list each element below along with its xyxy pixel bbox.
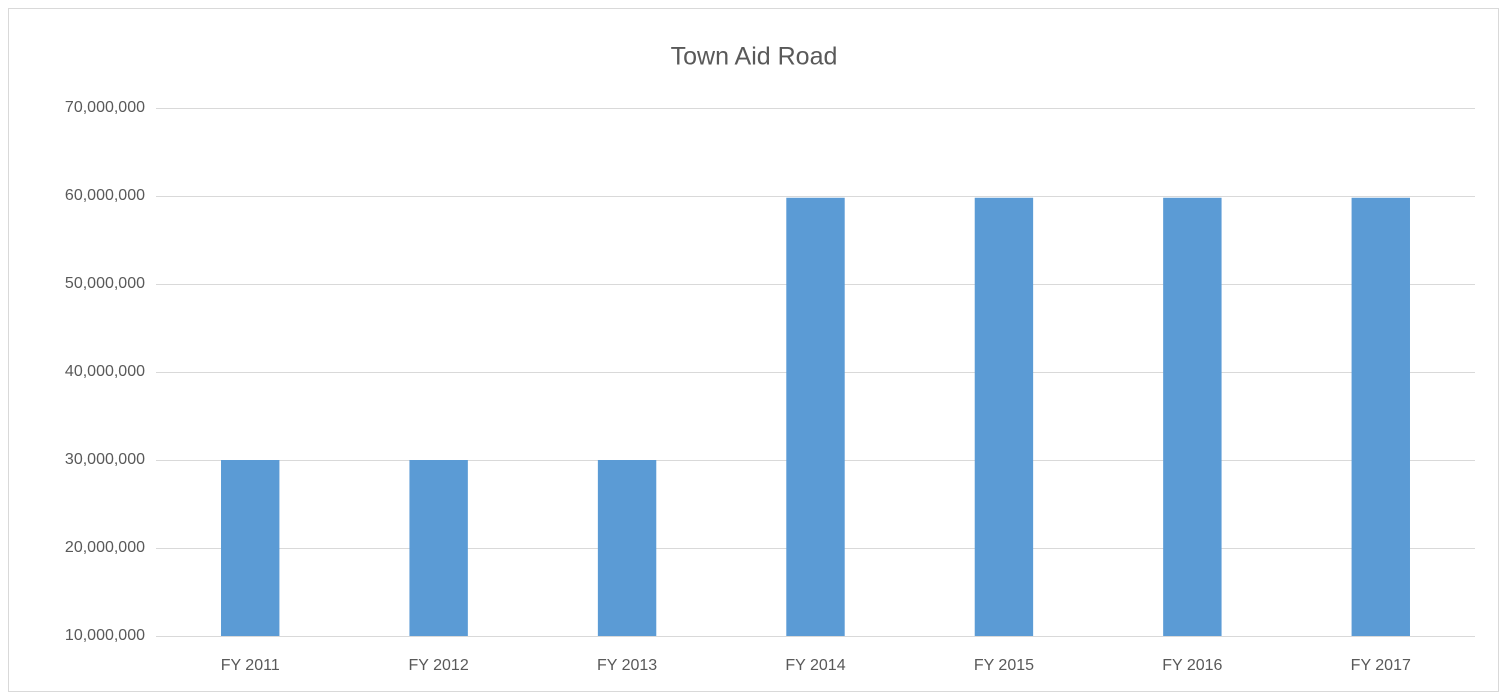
bar xyxy=(786,197,845,636)
bar xyxy=(974,197,1034,636)
x-tick-label: FY 2016 xyxy=(1162,657,1222,674)
y-tick-label: 20,000,000 xyxy=(65,539,145,556)
y-tick-label: 10,000,000 xyxy=(65,627,145,644)
y-tick-label: 30,000,000 xyxy=(65,451,145,468)
x-tick-label: FY 2017 xyxy=(1351,657,1411,674)
bar xyxy=(1163,197,1222,636)
bar xyxy=(409,460,468,636)
chart-title: Town Aid Road xyxy=(671,43,838,71)
x-tick-label: FY 2015 xyxy=(974,657,1034,674)
y-tick-label: 70,000,000 xyxy=(65,99,145,116)
x-tick-label: FY 2014 xyxy=(785,657,845,674)
bar xyxy=(597,460,657,636)
y-tick-label: 60,000,000 xyxy=(65,187,145,204)
x-tick-label: FY 2011 xyxy=(221,657,280,674)
x-tick-label: FY 2012 xyxy=(409,657,469,674)
y-tick-label: 50,000,000 xyxy=(65,275,145,292)
y-tick-label: 40,000,000 xyxy=(65,363,145,380)
bar xyxy=(1351,197,1410,636)
x-tick-label: FY 2013 xyxy=(597,657,657,674)
bar xyxy=(221,460,280,636)
